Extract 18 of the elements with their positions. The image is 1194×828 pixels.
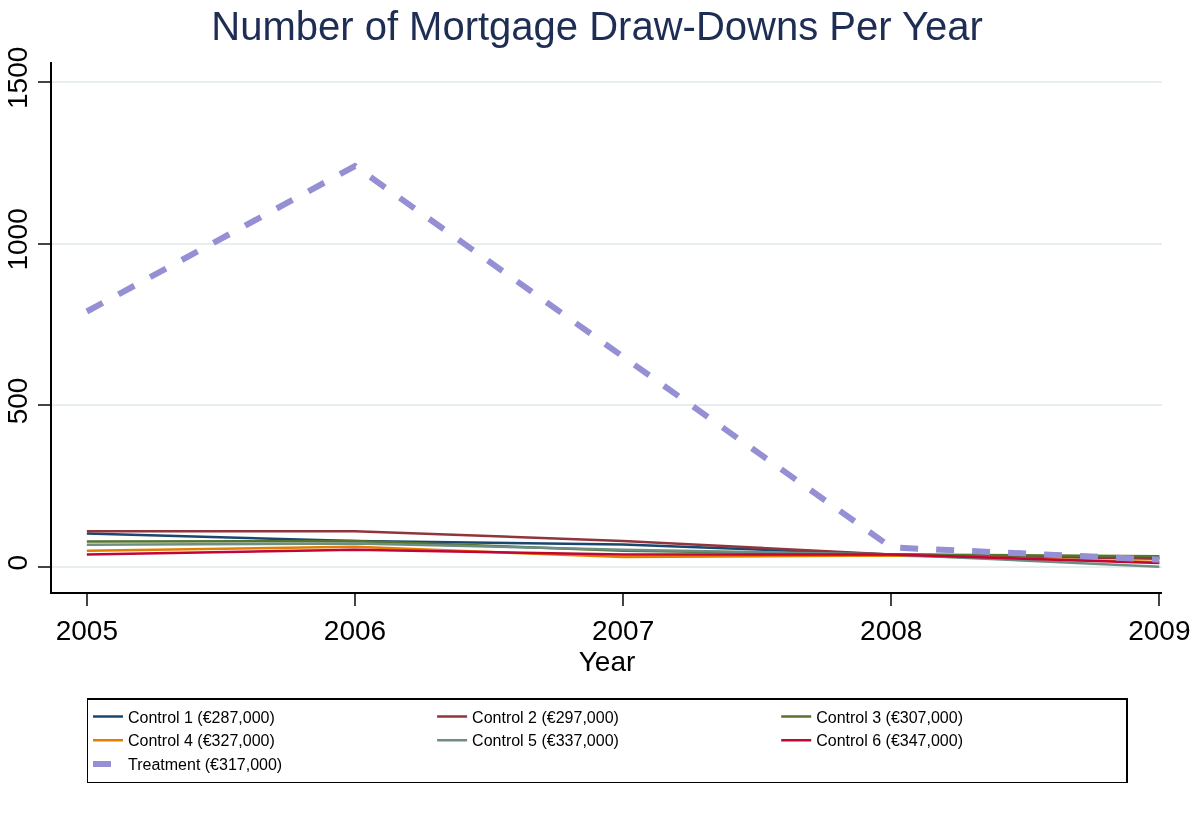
y-tick-label: 0 bbox=[1, 554, 33, 571]
y-tick-label: 1000 bbox=[1, 208, 33, 271]
legend-label: Control 2 (€297,000) bbox=[472, 708, 619, 726]
legend-label: Control 5 (€337,000) bbox=[472, 732, 619, 750]
legend-label: Treatment (€317,000) bbox=[128, 756, 283, 774]
chart-title: Number of Mortgage Draw-Downs Per Year bbox=[211, 4, 983, 49]
legend-label: Control 4 (€327,000) bbox=[128, 732, 275, 750]
legend-label: Control 3 (€307,000) bbox=[816, 708, 963, 726]
x-tick-label: 2009 bbox=[1128, 614, 1191, 646]
y-tick-label: 500 bbox=[1, 377, 33, 425]
x-tick-label: 2007 bbox=[591, 614, 655, 646]
x-tick-label: 2005 bbox=[55, 614, 119, 646]
y-tick-label: 1500 bbox=[1, 46, 33, 109]
legend-label: Control 6 (€347,000) bbox=[816, 732, 963, 750]
x-tick-label: 2008 bbox=[860, 614, 923, 646]
x-axis-title: Year bbox=[578, 645, 636, 677]
legend-label: Control 1 (€287,000) bbox=[128, 708, 275, 726]
x-tick-label: 2006 bbox=[323, 614, 387, 646]
